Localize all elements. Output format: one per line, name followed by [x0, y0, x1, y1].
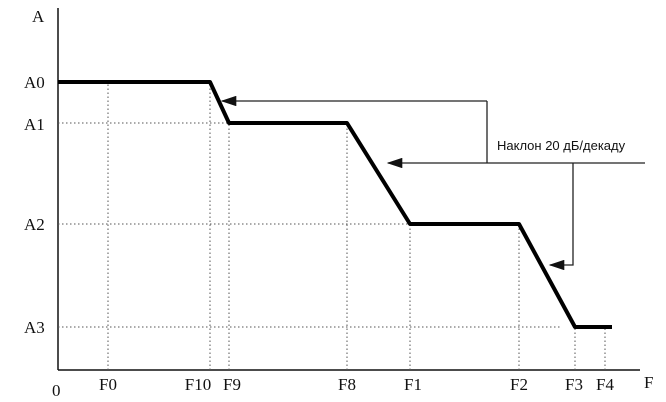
freq-label: F8 [338, 375, 356, 394]
response-curve [58, 80, 612, 329]
x-axis-label: F [644, 373, 653, 392]
level-label: A1 [24, 115, 45, 134]
freq-label: F4 [596, 375, 614, 394]
y-axis-label: A [32, 7, 45, 26]
origin-label: 0 [52, 381, 61, 400]
annotation-arrows [220, 95, 645, 271]
freq-label: F0 [99, 375, 117, 394]
level-label: A2 [24, 215, 45, 234]
guides [58, 82, 606, 370]
level-label: A3 [24, 318, 45, 337]
freq-label: F1 [404, 375, 422, 394]
freq-label: F9 [223, 375, 241, 394]
freq-label: F2 [510, 375, 528, 394]
annotation: Наклон 20 дБ/декаду [497, 138, 626, 153]
freq-label: F10 [185, 375, 211, 394]
level-label: A0 [24, 73, 45, 92]
freq-label: F3 [565, 375, 583, 394]
